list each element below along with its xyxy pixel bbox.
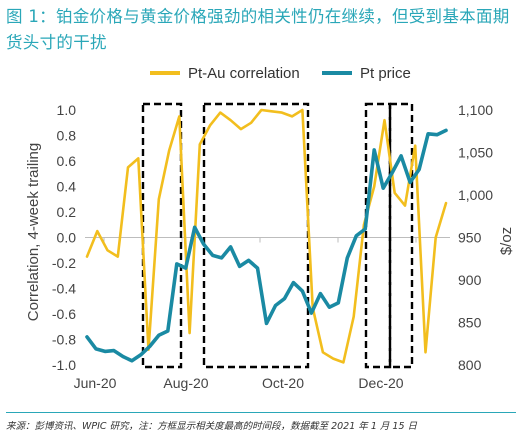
right-tick-label: 1,050 xyxy=(458,145,493,161)
left-tick-label: -0.6 xyxy=(52,306,76,322)
x-tick-label: Dec-20 xyxy=(358,375,403,391)
x-tick-label: Oct-20 xyxy=(262,375,304,391)
left-tick-label: 0.8 xyxy=(57,128,77,144)
series-line-price xyxy=(85,128,448,363)
highlight-box xyxy=(141,102,183,369)
left-tick-label: 0.6 xyxy=(57,153,77,169)
right-tick-label: 950 xyxy=(458,230,482,246)
left-tick-label: -0.4 xyxy=(52,281,76,297)
left-tick-label: 0.0 xyxy=(57,230,77,246)
left-tick-label: -0.2 xyxy=(52,255,76,271)
right-tick-label: 1,100 xyxy=(458,102,493,118)
legend-item-price: Pt price xyxy=(322,60,411,86)
right-tick-label: 1,000 xyxy=(458,187,493,203)
right-tick-label: 850 xyxy=(458,315,482,331)
series-line-correlation xyxy=(85,108,448,364)
legend-label-price: Pt price xyxy=(360,64,411,82)
legend-item-correlation: Pt-Au correlation xyxy=(150,60,300,86)
highlight-box xyxy=(202,102,310,369)
source-divider xyxy=(6,412,516,413)
legend-label-correlation: Pt-Au correlation xyxy=(188,64,300,82)
left-axis-label: Correlation, 4-week trailing xyxy=(25,143,42,321)
left-tick-label: -0.8 xyxy=(52,332,76,348)
x-tick-label: Jun-20 xyxy=(74,375,117,391)
highlight-box xyxy=(364,102,392,369)
right-tick-label: 900 xyxy=(458,272,482,288)
left-tick-label: 1.0 xyxy=(57,102,77,118)
left-tick-label: -1.0 xyxy=(52,357,76,373)
right-axis-label: $/oz xyxy=(498,227,515,255)
left-tick-label: 0.2 xyxy=(57,204,77,220)
highlight-box xyxy=(388,102,414,369)
left-tick-label: 0.4 xyxy=(57,179,77,195)
chart-title: 图 1：铂金价格与黄金价格强劲的相关性仍在继续，但受到基本面期货头寸的干扰 xyxy=(6,7,510,52)
x-tick-label: Aug-20 xyxy=(163,375,208,391)
legend-swatch-price xyxy=(322,71,352,75)
legend-swatch-correlation xyxy=(150,71,180,75)
legend: Pt-Au correlation Pt price xyxy=(0,60,521,86)
right-tick-label: 800 xyxy=(458,357,482,373)
source-note: 来源：彭博资讯、WPIC 研究，注：方框显示相关度最高的时间段，数据截至 202… xyxy=(6,421,418,432)
